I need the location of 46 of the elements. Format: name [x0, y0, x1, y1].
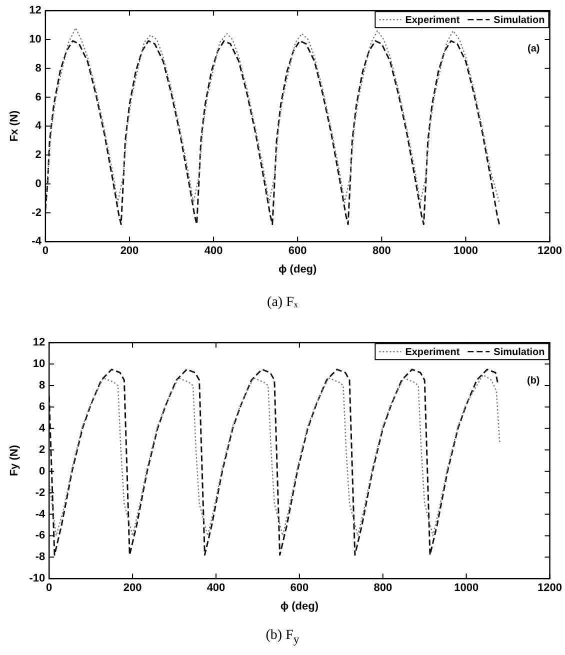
- legend-label: Simulation: [494, 14, 545, 26]
- text: (a) Fₓ: [266, 294, 299, 312]
- y-tick-label: 2: [35, 149, 42, 162]
- x-tick-label: 200: [123, 582, 142, 594]
- annotation: (a): [528, 43, 540, 54]
- x-axis-title: ϕ (deg): [280, 600, 319, 612]
- y-tick-label: -8: [35, 551, 46, 564]
- y-axis-title: Fx (N): [8, 110, 21, 142]
- y-tick-label: 12: [29, 4, 42, 17]
- x-tick-label: 800: [372, 245, 391, 258]
- y-tick-label: 2: [38, 444, 46, 456]
- x-tick-label: 800: [374, 582, 392, 594]
- x-axis-title: ϕ (deg): [278, 263, 318, 276]
- y-tick-label: 10: [32, 358, 46, 370]
- x-tick-label: 400: [204, 245, 223, 258]
- legend-label: Experiment: [405, 14, 460, 26]
- y-tick-label: 8: [35, 62, 42, 74]
- y-tick-label: 6: [35, 91, 42, 104]
- y-tick-label: -10: [29, 572, 46, 585]
- y-tick-label: -4: [32, 236, 42, 248]
- x-tick-label: 1200: [538, 582, 562, 594]
- annotation: (b): [526, 375, 540, 386]
- line-series: [45, 40, 500, 226]
- y-tick-label: 8: [38, 380, 46, 392]
- x-tick-label: 1000: [453, 245, 478, 258]
- y-tick-label: 4: [35, 120, 42, 132]
- x-tick-label: 1000: [454, 582, 479, 594]
- y-tick-label: 0: [35, 178, 42, 190]
- y-tick-label: 0: [38, 465, 46, 478]
- y-tick-label: 6: [38, 400, 46, 413]
- y-tick-label: -2: [35, 486, 46, 499]
- y-tick-label: 4: [38, 422, 46, 434]
- x-tick-label: 200: [120, 245, 139, 258]
- y-tick-label: -2: [32, 206, 42, 219]
- y-tick-label: 12: [32, 336, 46, 349]
- text: (b) F$_{y}$: [264, 627, 300, 647]
- y-tick-label: -4: [35, 508, 46, 520]
- x-tick-label: 600: [288, 245, 307, 258]
- legend-label: Simulation: [494, 346, 545, 358]
- x-tick-label: 1200: [538, 245, 562, 258]
- x-tick-label: 600: [290, 582, 309, 594]
- y-axis-title: Fy (N): [8, 444, 21, 476]
- legend-label: Experiment: [405, 346, 460, 358]
- y-tick-label: 10: [29, 34, 42, 46]
- y-tick-label: -6: [35, 530, 46, 542]
- x-tick-label: 400: [206, 582, 226, 594]
